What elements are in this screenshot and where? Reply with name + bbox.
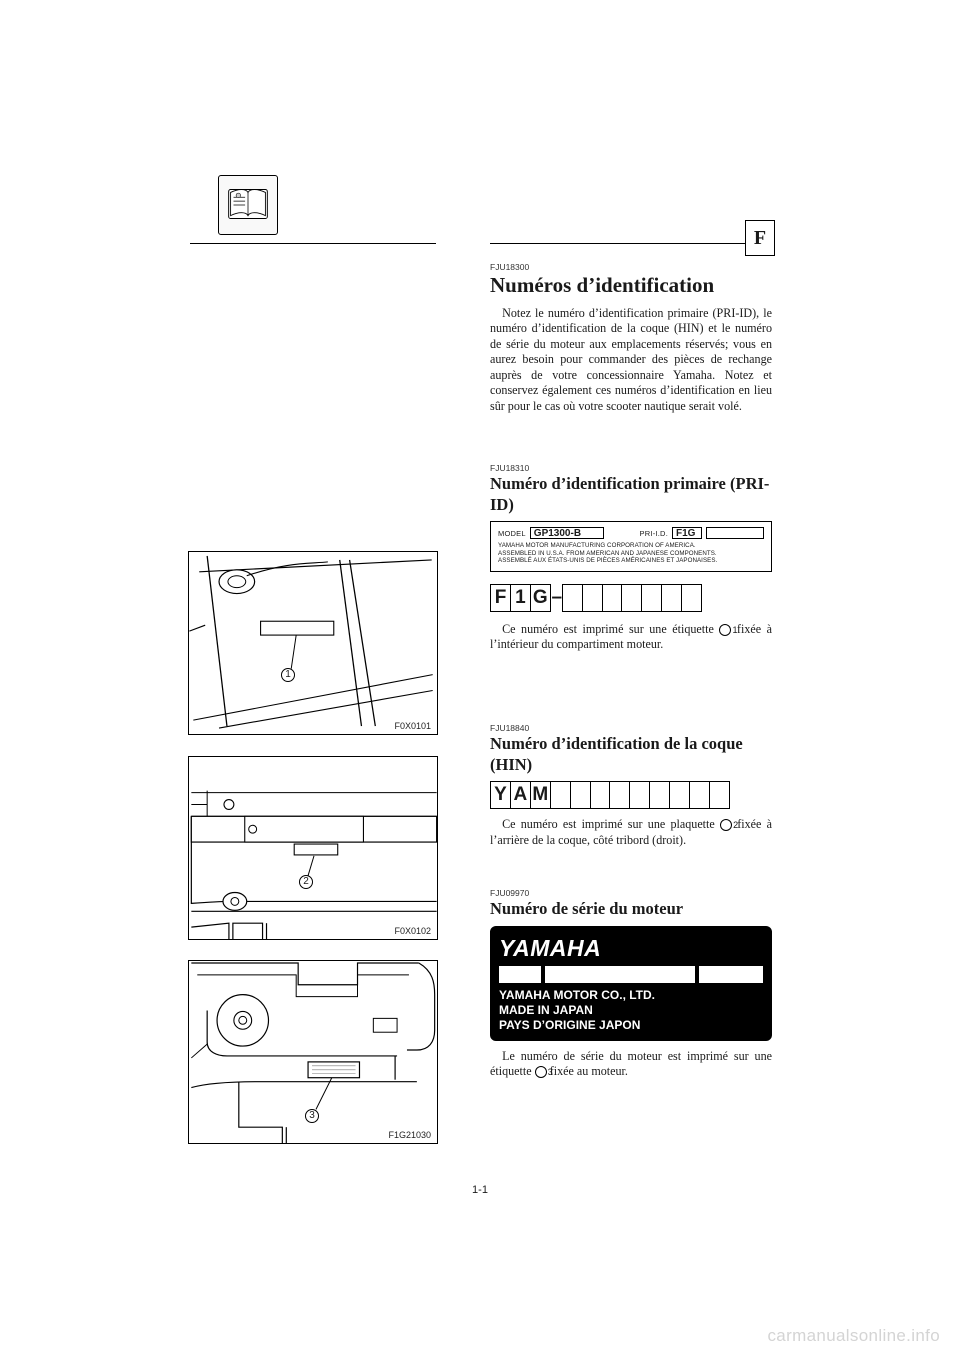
figure-engine-ref-icon: 3 xyxy=(305,1109,319,1123)
section-pri: FJU18310 Numéro d’identification primair… xyxy=(490,463,772,653)
hin-grid-cell xyxy=(629,781,650,809)
page: F 1 F0X0101 xyxy=(0,0,960,1358)
header-rule-left xyxy=(190,243,436,244)
pri-priid-label: PRI-I.D. xyxy=(640,529,668,538)
figure-hin-code: F0X0102 xyxy=(394,926,431,936)
engine-para-after: fixée au moteur. xyxy=(547,1064,628,1078)
section-pri-title: Numéro d’identification primaire (PRI-ID… xyxy=(490,474,772,515)
hin-para-ref-icon: 2 xyxy=(720,819,732,831)
pri-model-label: MODEL xyxy=(498,529,526,538)
engine-para-ref-icon: 3 xyxy=(535,1066,547,1078)
figure-pri-code: F0X0101 xyxy=(394,721,431,731)
book-icon xyxy=(218,175,278,235)
pri-grid-cell xyxy=(621,584,642,612)
pri-plate-line2: ASSEMBLED IN U.S.A. FROM AMERICAN AND JA… xyxy=(498,550,764,557)
hin-grid-cell: A xyxy=(510,781,531,809)
engine-field xyxy=(545,966,695,983)
section-pri-para: Ce numéro est imprimé sur une étiquette … xyxy=(490,622,772,653)
hin-grid-cell xyxy=(550,781,571,809)
figure-engine-location: 3 F1G21030 xyxy=(188,960,438,1144)
lang-box: F xyxy=(745,220,775,256)
pri-code-grid: F 1 G – xyxy=(490,584,772,612)
hin-grid-cell xyxy=(709,781,730,809)
pri-model-value: GP1300-B xyxy=(530,527,604,539)
section-hin-para: Ce numéro est imprimé sur une plaquette … xyxy=(490,817,772,848)
engine-plate-line3: PAYS D’ORIGINE JAPON xyxy=(499,1018,763,1033)
hin-grid-cell xyxy=(649,781,670,809)
hin-grid-cell xyxy=(570,781,591,809)
pri-grid-cell: G xyxy=(530,584,551,612)
section-engine-title: Numéro de série du moteur xyxy=(490,899,772,920)
hin-grid-cell: M xyxy=(530,781,551,809)
pri-plate-line1: YAMAHA MOTOR MANUFACTURING CORPORATION O… xyxy=(498,542,764,549)
engine-field xyxy=(699,966,763,983)
pri-grid-cell xyxy=(582,584,603,612)
pri-para-ref-icon: 1 xyxy=(719,624,731,636)
figure-pri-ref-icon: 1 xyxy=(281,668,295,682)
pri-priid-prefix: F1G xyxy=(672,527,702,539)
pri-para-before: Ce numéro est imprimé sur une étiquette xyxy=(502,622,719,636)
figure-engine-code: F1G21030 xyxy=(388,1130,431,1140)
pri-plate: MODEL GP1300-B PRI-I.D. F1G YAMAHA MOTOR… xyxy=(490,521,772,571)
engine-plate: YAMAHA YAMAHA MOTOR CO., LTD. MADE IN JA… xyxy=(490,926,772,1041)
pri-grid-cell xyxy=(562,584,583,612)
section-hin-code: FJU18840 xyxy=(490,723,772,733)
section-id-title: Numéros d’identification xyxy=(490,273,772,298)
watermark: carmanualsonline.info xyxy=(767,1326,940,1346)
section-id-code: FJU18300 xyxy=(490,262,772,272)
section-hin-title: Numéro d’identification de la coque (HIN… xyxy=(490,734,772,775)
figure-hin-ref-icon: 2 xyxy=(299,875,313,889)
figure-hin-location: 2 F0X0102 xyxy=(188,756,438,940)
pri-grid-cell xyxy=(681,584,702,612)
section-identification: FJU18300 Numéros d’identification Notez … xyxy=(490,262,772,414)
hin-grid-cell xyxy=(689,781,710,809)
hin-grid-cell xyxy=(669,781,690,809)
engine-plate-line1: YAMAHA MOTOR CO., LTD. xyxy=(499,988,763,1003)
figure-pri-location: 1 F0X0101 xyxy=(188,551,438,735)
pri-grid-cell xyxy=(661,584,682,612)
engine-para-before: Le numéro de série du moteur est imprimé… xyxy=(490,1049,772,1078)
section-engine-code: FJU09970 xyxy=(490,888,772,898)
pri-grid-cell: 1 xyxy=(510,584,531,612)
section-id-para: Notez le numéro d’identification primair… xyxy=(490,306,772,414)
section-hin: FJU18840 Numéro d’identification de la c… xyxy=(490,723,772,848)
engine-plate-line2: MADE IN JAPAN xyxy=(499,1003,763,1018)
pri-grid-cell: F xyxy=(490,584,511,612)
engine-plate-fields xyxy=(499,966,763,983)
pri-plate-line3: ASSEMBLÉ AUX ÉTATS-UNIS DE PIÈCES AMÉRIC… xyxy=(498,557,764,564)
pri-grid-cell xyxy=(641,584,662,612)
header-rule-right xyxy=(490,243,767,244)
hin-code-grid: Y A M xyxy=(490,781,772,809)
section-pri-code: FJU18310 xyxy=(490,463,772,473)
page-number: 1-1 xyxy=(0,1184,960,1196)
pri-priid-blank xyxy=(706,527,764,539)
hin-grid-cell xyxy=(609,781,630,809)
pri-grid-cell xyxy=(602,584,623,612)
engine-field xyxy=(499,966,541,983)
hin-para-before: Ce numéro est imprimé sur une plaquette xyxy=(502,817,720,831)
section-engine: FJU09970 Numéro de série du moteur YAMAH… xyxy=(490,888,772,1080)
hin-grid-cell xyxy=(590,781,611,809)
hin-grid-cell: Y xyxy=(490,781,511,809)
yamaha-logo: YAMAHA xyxy=(499,935,763,962)
section-engine-para: Le numéro de série du moteur est imprimé… xyxy=(490,1049,772,1080)
